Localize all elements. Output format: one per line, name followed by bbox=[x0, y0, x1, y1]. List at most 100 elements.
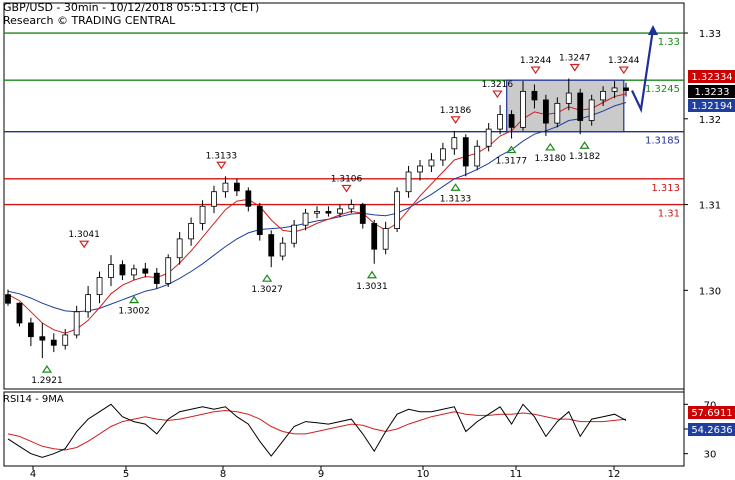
peak-label-0: 1.3041 bbox=[68, 230, 100, 240]
x-tick-label-3: 9 bbox=[318, 469, 324, 480]
candle-body-13 bbox=[153, 272, 160, 284]
candle-body-36 bbox=[417, 165, 423, 173]
trough-label-7: 1.3182 bbox=[569, 152, 601, 162]
candle-body-39 bbox=[451, 137, 458, 150]
candle-body-33 bbox=[382, 228, 389, 250]
candle-body-2 bbox=[27, 322, 34, 338]
candle-body-44 bbox=[508, 114, 515, 128]
peak-label-5: 1.3244 bbox=[520, 56, 552, 66]
candlesticks bbox=[5, 78, 629, 359]
candle-body-40 bbox=[462, 137, 469, 167]
trough-label-3: 1.3031 bbox=[356, 282, 388, 292]
candle-body-28 bbox=[325, 211, 332, 214]
trough-marker-0 bbox=[41, 365, 53, 373]
pivot-annotations: 1.3041 1.3133 1.3106 1.3186 1.3216 1.3244 1.32… bbox=[31, 53, 640, 386]
trough-marker-2 bbox=[261, 274, 273, 282]
price-tag-label-0: 1.32334 bbox=[691, 72, 732, 83]
y-tick-label-2: 1.32 bbox=[699, 115, 721, 126]
candle-body-14 bbox=[165, 257, 172, 284]
projection-arrow bbox=[631, 25, 658, 114]
x-tick-label-6: 12 bbox=[608, 469, 621, 480]
peak-marker-2 bbox=[341, 184, 352, 193]
peak-marker-6 bbox=[569, 63, 580, 72]
price-tag-label-2: 1.32194 bbox=[691, 101, 732, 112]
candle-body-34 bbox=[394, 191, 401, 229]
candle-body-16 bbox=[188, 223, 195, 240]
rsi-tag-bg-1 bbox=[688, 423, 735, 436]
candle-body-9 bbox=[108, 264, 114, 278]
candle-body-1 bbox=[16, 302, 23, 324]
trough-label-0: 1.2921 bbox=[31, 376, 63, 386]
trough-marker-3 bbox=[366, 270, 378, 279]
peak-label-3: 1.3186 bbox=[440, 106, 472, 116]
y-tick-label-0: 1.30 bbox=[699, 286, 721, 297]
x-tick-label-1: 5 bbox=[123, 469, 129, 480]
ma-blue-line bbox=[7, 102, 627, 313]
x-tick-label-5: 11 bbox=[510, 469, 523, 480]
candle-body-48 bbox=[554, 102, 561, 124]
y-tick-label-1: 1.31 bbox=[699, 201, 721, 212]
trough-label-6: 1.3180 bbox=[535, 154, 567, 164]
projection-path bbox=[631, 28, 655, 114]
rsi-line bbox=[7, 403, 627, 458]
projection-arrowhead bbox=[648, 25, 658, 36]
candle-body-15 bbox=[176, 238, 183, 259]
candle-body-25 bbox=[291, 224, 298, 244]
price-tag-label-1: 1.3233 bbox=[695, 87, 730, 98]
peak-marker-1 bbox=[216, 161, 227, 170]
rsi-tick-label-2: 30 bbox=[704, 450, 717, 461]
x-tick-label-2: 8 bbox=[220, 469, 226, 480]
candle-body-20 bbox=[233, 182, 240, 192]
rsi-panel-frame bbox=[3, 391, 685, 467]
rsi-tag-label-0: 57.6911 bbox=[691, 408, 732, 419]
trough-marker-5 bbox=[506, 145, 517, 154]
candle-body-41 bbox=[474, 145, 481, 167]
candle-body-6 bbox=[73, 311, 80, 336]
peak-label-1: 1.3133 bbox=[206, 151, 238, 161]
candle-body-27 bbox=[314, 211, 320, 214]
candle-body-19 bbox=[222, 182, 229, 193]
candle-body-49 bbox=[565, 92, 572, 104]
candle-body-10 bbox=[119, 264, 126, 276]
candle-body-46 bbox=[531, 90, 538, 101]
candle-body-52 bbox=[600, 90, 607, 101]
x-tick-label-0: 4 bbox=[30, 469, 36, 480]
candle-body-50 bbox=[577, 92, 584, 121]
candle-body-47 bbox=[542, 99, 549, 124]
peak-marker-0 bbox=[79, 240, 90, 249]
y-tick-label-3: 1.33 bbox=[699, 29, 721, 40]
trough-label-1: 1.3002 bbox=[118, 307, 150, 317]
price-tags: 1.32334 1.3233 1.32194 bbox=[688, 70, 735, 112]
candle-body-45 bbox=[520, 90, 526, 128]
candle-body-30 bbox=[348, 204, 355, 210]
peak-marker-7 bbox=[618, 66, 629, 75]
candle-body-35 bbox=[405, 171, 412, 193]
candle-body-23 bbox=[268, 234, 275, 257]
candle-body-32 bbox=[371, 223, 378, 250]
candle-body-31 bbox=[359, 204, 366, 224]
trough-label-5: 1.3177 bbox=[496, 157, 528, 167]
chart-title: GBP/USD - 30min - 10/12/2018 05:51:13 (C… bbox=[3, 1, 260, 14]
candle-body-53 bbox=[611, 87, 618, 92]
trough-marker-7 bbox=[579, 141, 590, 149]
price-tag-bg-2 bbox=[688, 99, 735, 112]
trough-label-4: 1.3133 bbox=[440, 194, 472, 204]
candle-body-43 bbox=[497, 114, 504, 130]
candle-body-24 bbox=[279, 242, 286, 257]
rsi-lines bbox=[7, 403, 627, 458]
rsi-ma-line bbox=[7, 409, 627, 451]
trough-marker-6 bbox=[545, 142, 556, 151]
candle-body-51 bbox=[588, 99, 595, 121]
time-axis: 4 5 8 9 10 11 12 bbox=[30, 466, 621, 480]
candle-body-17 bbox=[199, 205, 206, 224]
candle-body-12 bbox=[142, 268, 149, 274]
level-label-0: 1.33 bbox=[658, 37, 680, 48]
rsi-tag-label-1: 54.2636 bbox=[691, 425, 732, 436]
level-label-2: 1.3185 bbox=[645, 136, 680, 147]
rsi-tick-label-0: 70 bbox=[704, 400, 717, 411]
x-tick-label-4: 10 bbox=[417, 469, 430, 480]
candle-body-4 bbox=[50, 339, 57, 346]
peak-label-7: 1.3244 bbox=[608, 56, 640, 66]
trough-label-2: 1.3027 bbox=[251, 285, 283, 295]
